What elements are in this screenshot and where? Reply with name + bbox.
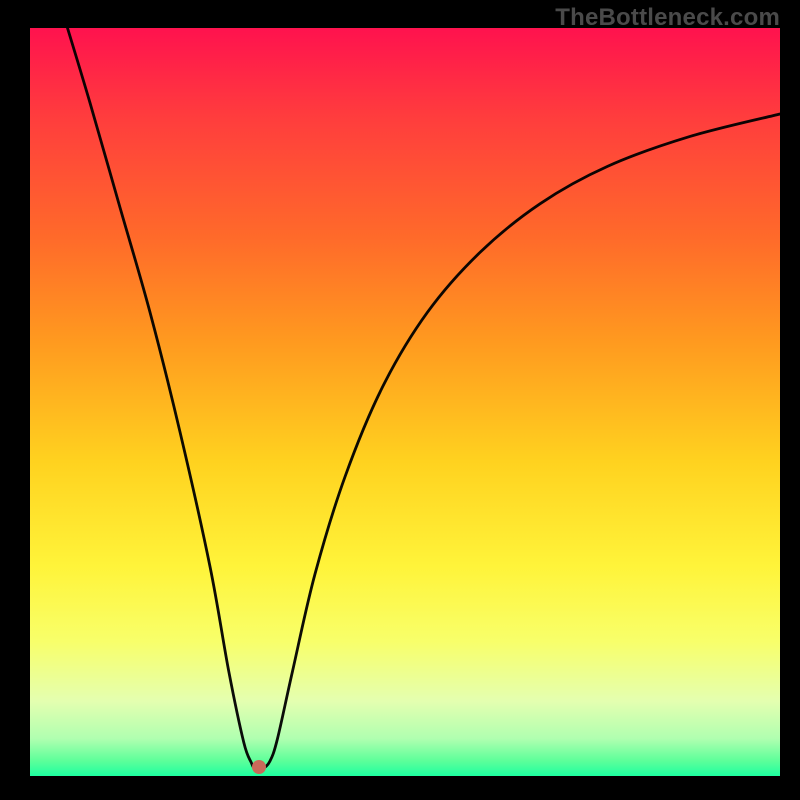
site-watermark: TheBottleneck.com [555, 4, 780, 32]
plot-gradient-background [30, 28, 780, 776]
chart-frame: TheBottleneck.com [0, 0, 800, 800]
optimal-point-marker [252, 760, 266, 774]
